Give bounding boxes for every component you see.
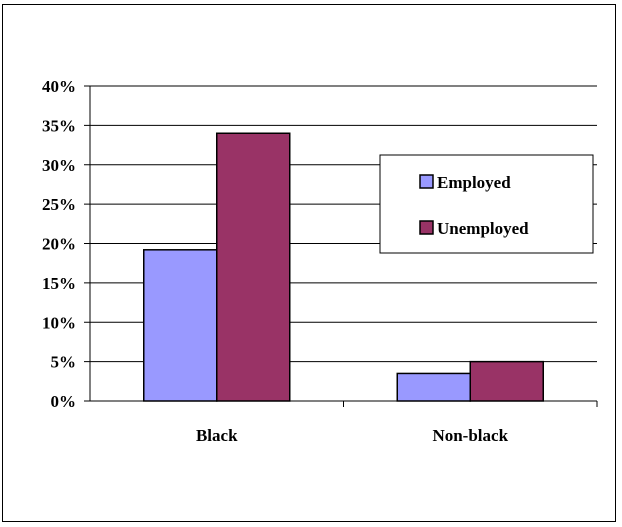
bar-unemployed-non-black: [469, 360, 544, 402]
legend-swatch: [419, 174, 434, 189]
bar-unemployed-black: [216, 132, 291, 402]
chart-frame: [2, 4, 616, 522]
axes: [84, 85, 598, 407]
y-tick-label: 10%: [42, 313, 76, 332]
category-labels: Black Non-black: [196, 426, 509, 445]
y-tick-label: 40%: [42, 77, 76, 96]
legend: Employed Unemployed: [379, 154, 594, 254]
y-tick-label: 20%: [42, 235, 76, 254]
category-label: Non-black: [432, 426, 508, 445]
y-tick-label: 30%: [42, 156, 76, 175]
y-tick-label: 35%: [42, 116, 76, 135]
legend-swatch: [419, 220, 434, 235]
y-tick-label: 25%: [42, 195, 76, 214]
legend-box: [379, 154, 594, 254]
legend-label: Unemployed: [437, 219, 529, 238]
bar-employed-non-black: [396, 372, 471, 402]
legend-label: Employed: [437, 173, 511, 192]
category-label: Black: [196, 426, 238, 445]
bar-employed-black: [143, 249, 218, 402]
y-tick-label: 0%: [51, 392, 77, 411]
y-tick-label: 5%: [51, 353, 77, 372]
bars: [143, 132, 544, 402]
y-tick-label: 15%: [42, 274, 76, 293]
y-tick-labels: 0% 5% 10% 15% 20% 25% 30% 35% 40%: [42, 77, 76, 411]
